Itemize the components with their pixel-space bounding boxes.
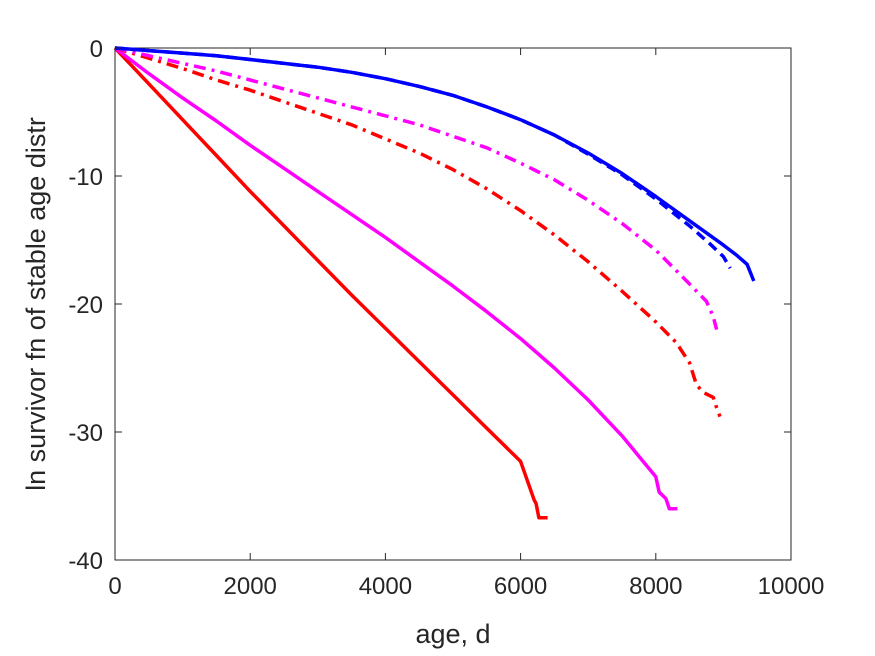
x-tick-label: 0 xyxy=(108,573,121,600)
series-line-2 xyxy=(113,46,678,511)
series-layer xyxy=(113,46,756,520)
y-tick-label: 0 xyxy=(90,36,103,63)
x-axis-label: age, d xyxy=(415,619,490,649)
series-line-6 xyxy=(114,46,732,270)
plot-area xyxy=(114,47,792,561)
y-axis: -40 -30 -20 -10 0 xyxy=(68,36,791,575)
x-tick-label: 8000 xyxy=(629,573,682,600)
series-line-3 xyxy=(114,46,722,418)
y-tick-label: -30 xyxy=(68,420,103,447)
plot-frame xyxy=(114,47,792,561)
x-tick-label: 2000 xyxy=(224,573,277,600)
y-tick-label: -20 xyxy=(68,292,103,319)
x-tick-label: 6000 xyxy=(494,573,547,600)
series-line-1 xyxy=(113,46,548,520)
y-tick-label: -10 xyxy=(68,164,103,191)
series-line-4 xyxy=(114,46,719,331)
x-tick-label: 10000 xyxy=(758,573,825,600)
y-axis-label: ln survivor fn of stable age distr xyxy=(21,117,51,491)
y-tick-label: -40 xyxy=(68,548,103,575)
x-tick-label: 4000 xyxy=(359,573,412,600)
x-axis: 0 2000 4000 6000 8000 10000 xyxy=(108,48,824,600)
